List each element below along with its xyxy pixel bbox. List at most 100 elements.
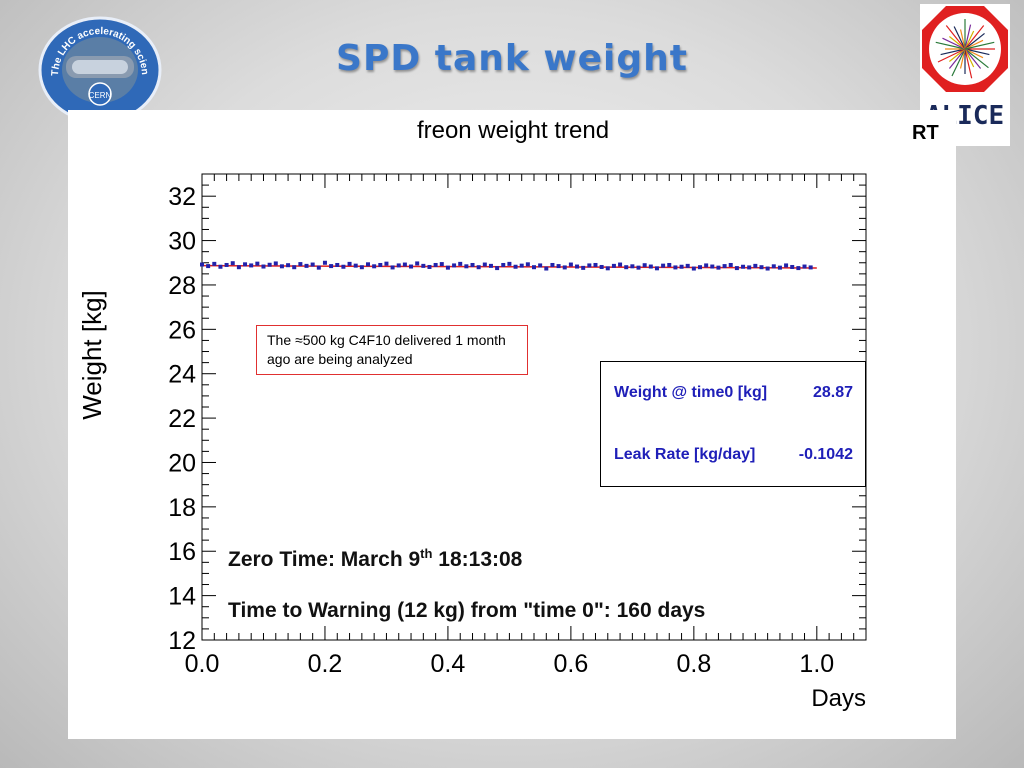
y-tick-label: 12 [168, 627, 196, 655]
data-point [495, 266, 500, 271]
data-point [230, 261, 235, 266]
data-point [304, 263, 309, 268]
data-point [802, 264, 807, 269]
data-point [279, 264, 284, 269]
data-point [507, 261, 512, 266]
data-point [396, 263, 401, 268]
data-point [212, 261, 217, 266]
data-point [667, 262, 672, 267]
fit-stats-box: Weight @ time0 [kg] 28.87 Leak Rate [kg/… [600, 361, 866, 487]
data-point [267, 262, 272, 267]
zero-time-suffix: 18:13:08 [432, 548, 523, 571]
alice-ray [940, 48, 966, 56]
data-point [464, 264, 469, 269]
y-tick-label: 30 [168, 228, 196, 256]
data-point [249, 263, 254, 268]
data-point [777, 265, 782, 270]
data-point [753, 263, 758, 268]
data-point [568, 262, 573, 267]
data-point [206, 264, 211, 269]
data-point [698, 265, 702, 270]
data-point [439, 262, 444, 267]
weight-label: Weight @ time0 [kg] [614, 384, 768, 401]
data-point [562, 265, 567, 270]
x-tick-label: 0.2 [308, 650, 343, 678]
alice-ray [945, 25, 966, 50]
plot-panel: freon weight trend Weight [kg] Days 12 14… [68, 110, 956, 739]
y-tick-label: 22 [168, 405, 196, 433]
data-point [445, 265, 450, 270]
data-point [599, 264, 604, 269]
alice-ray [964, 32, 985, 50]
y-tick-label: 26 [168, 316, 196, 344]
data-point [581, 265, 586, 270]
data-point [335, 262, 340, 267]
x-tick-label: 0.6 [554, 650, 589, 678]
x-axis-label: Days [811, 685, 866, 712]
data-point [747, 265, 752, 270]
alice-ray [964, 48, 984, 59]
warning-time-text: Time to Warning (12 kg) from "time 0": 1… [228, 599, 706, 622]
lhc-logo: CERN The LHC accelerating science [36, 12, 162, 124]
analysis-note-text: The ≈500 kg C4F10 delivered 1 month ago … [267, 332, 506, 367]
data-point [359, 265, 364, 270]
alice-ray [948, 48, 966, 69]
freon-weight-chart: freon weight trend Weight [kg] Days 12 14… [77, 117, 867, 712]
data-point [476, 265, 481, 270]
alice-ray [959, 29, 966, 50]
leak-label: Leak Rate [kg/day] [614, 446, 756, 463]
data-point [482, 262, 487, 267]
alice-ray [964, 48, 975, 68]
data-point [224, 262, 229, 267]
data-point [654, 266, 659, 271]
data-point [273, 261, 278, 266]
data-point [734, 266, 739, 271]
analysis-note: The ≈500 kg C4F10 delivered 1 month ago … [256, 325, 528, 375]
zero-time-sup: th [420, 546, 433, 561]
data-point [716, 265, 721, 270]
data-point [470, 262, 475, 267]
data-point [347, 261, 352, 266]
x-tick-label: 0.4 [431, 650, 466, 678]
data-point [550, 262, 555, 267]
data-point [618, 262, 623, 267]
data-point [415, 261, 420, 266]
y-tick-label: 18 [168, 494, 196, 522]
data-point [298, 262, 303, 267]
data-point [538, 263, 543, 268]
data-point [402, 262, 407, 267]
data-point [765, 266, 770, 271]
alice-ray [951, 48, 966, 77]
alice-ray [964, 48, 973, 79]
data-point [796, 266, 801, 271]
data-point [704, 263, 709, 268]
chart-title: freon weight trend [417, 117, 609, 144]
data-point [624, 265, 629, 270]
data-point [771, 264, 776, 269]
y-tick-label: 28 [168, 272, 196, 300]
data-point [452, 263, 457, 268]
alice-ray [964, 48, 990, 56]
data-point [722, 264, 727, 269]
data-point [488, 263, 493, 268]
zero-time-prefix: Zero Time: March 9 [228, 548, 421, 571]
data-point [642, 263, 647, 268]
alice-ray [964, 41, 995, 50]
data-point [329, 264, 334, 269]
data-point [513, 264, 518, 269]
y-tick-label: 32 [168, 183, 196, 211]
y-axis-label: Weight [kg] [77, 290, 107, 420]
data-point [353, 263, 358, 268]
data-point [728, 262, 733, 267]
data-point [366, 262, 370, 267]
y-tick-label: 20 [168, 449, 196, 477]
alice-ray [948, 48, 966, 62]
data-point [255, 261, 260, 266]
data-point [710, 264, 715, 269]
data-point [636, 265, 641, 270]
data-point [544, 266, 549, 271]
alice-ray [959, 48, 966, 69]
alice-ray [948, 36, 966, 50]
data-point [378, 262, 383, 267]
alice-ray [964, 30, 975, 50]
